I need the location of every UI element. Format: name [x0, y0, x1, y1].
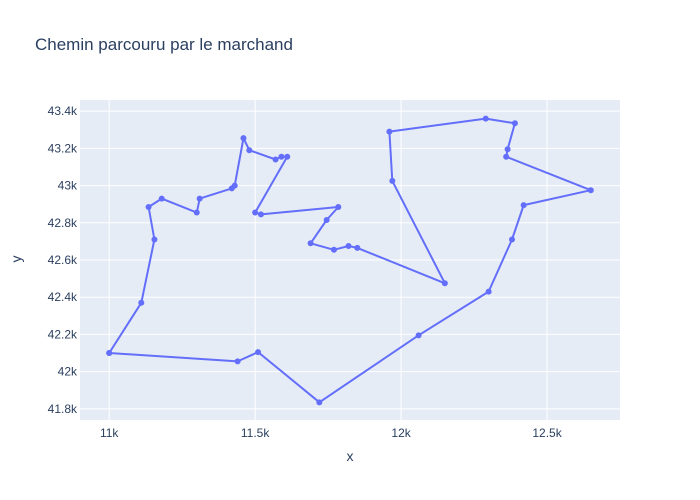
- data-point: [354, 244, 361, 251]
- y-tick-label: 43k: [58, 179, 78, 193]
- y-tick-label: 43.2k: [48, 141, 78, 155]
- data-point: [503, 153, 510, 160]
- data-point: [255, 349, 262, 356]
- data-point: [307, 240, 314, 247]
- data-point: [151, 236, 158, 243]
- data-point: [415, 332, 422, 339]
- data-point: [386, 128, 393, 135]
- data-point: [323, 217, 330, 223]
- y-tick-label: 42.8k: [48, 216, 78, 230]
- grid-lines: [80, 100, 620, 420]
- data-point: [482, 115, 489, 122]
- x-tick-label: 11.5k: [241, 426, 270, 440]
- y-tick-label: 43.4k: [48, 104, 78, 118]
- x-tick-label: 12.5k: [532, 426, 562, 440]
- data-point: [257, 211, 264, 218]
- y-tick-label: 41.8k: [48, 402, 78, 416]
- data-point: [504, 146, 511, 153]
- data-point: [246, 147, 253, 154]
- data-point: [234, 358, 241, 365]
- x-tick-label: 11k: [100, 426, 119, 440]
- data-point: [330, 246, 337, 253]
- data-point: [252, 209, 259, 216]
- data-point: [278, 153, 285, 160]
- data-point: [520, 202, 527, 209]
- x-axis-title: x: [347, 448, 354, 464]
- data-point: [106, 350, 113, 357]
- data-point: [485, 288, 492, 295]
- y-tick-label: 42.6k: [48, 253, 78, 267]
- data-point: [345, 243, 352, 250]
- data-point: [509, 236, 515, 243]
- chart-title: Chemin parcouru par le marchand: [35, 35, 293, 54]
- data-point: [335, 203, 342, 210]
- y-axis-title: y: [8, 256, 24, 263]
- y-tick-label: 42.2k: [48, 327, 78, 341]
- data-point: [138, 299, 145, 306]
- data-point: [316, 399, 323, 406]
- data-series: [106, 115, 594, 406]
- data-point: [587, 187, 594, 194]
- data-point: [196, 195, 203, 202]
- x-tick-label: 12k: [391, 426, 411, 440]
- data-point: [240, 135, 247, 142]
- data-point: [511, 120, 518, 127]
- y-tick-label: 42k: [58, 365, 78, 379]
- path-line: [108, 117, 592, 404]
- data-point: [389, 177, 396, 184]
- data-point: [145, 203, 152, 210]
- data-point: [284, 153, 291, 160]
- data-point: [231, 182, 238, 189]
- data-point: [441, 280, 448, 287]
- y-tick-label: 42.4k: [48, 290, 78, 304]
- data-point: [158, 195, 165, 202]
- data-point: [272, 156, 279, 163]
- data-point: [193, 209, 200, 216]
- tick-labels: 11k 11.5k 12k 12.5k 41.8k 42k 42.2k 42.4k 42.6k 4…: [48, 104, 563, 440]
